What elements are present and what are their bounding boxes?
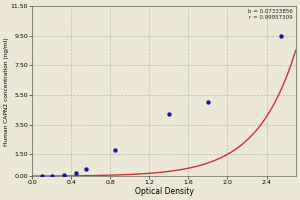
X-axis label: Optical Density: Optical Density	[135, 187, 194, 196]
Y-axis label: Human CAPN2 concentration (ng/ml): Human CAPN2 concentration (ng/ml)	[4, 37, 9, 146]
Point	[74, 172, 79, 175]
Point	[279, 34, 283, 37]
Point	[206, 101, 210, 104]
Point	[167, 113, 171, 116]
Point	[49, 174, 54, 177]
Point	[113, 148, 118, 151]
Text: b = 0.07333856
r = 0.99957309: b = 0.07333856 r = 0.99957309	[248, 9, 293, 20]
Point	[62, 173, 67, 176]
Point	[40, 175, 44, 178]
Point	[83, 167, 88, 170]
